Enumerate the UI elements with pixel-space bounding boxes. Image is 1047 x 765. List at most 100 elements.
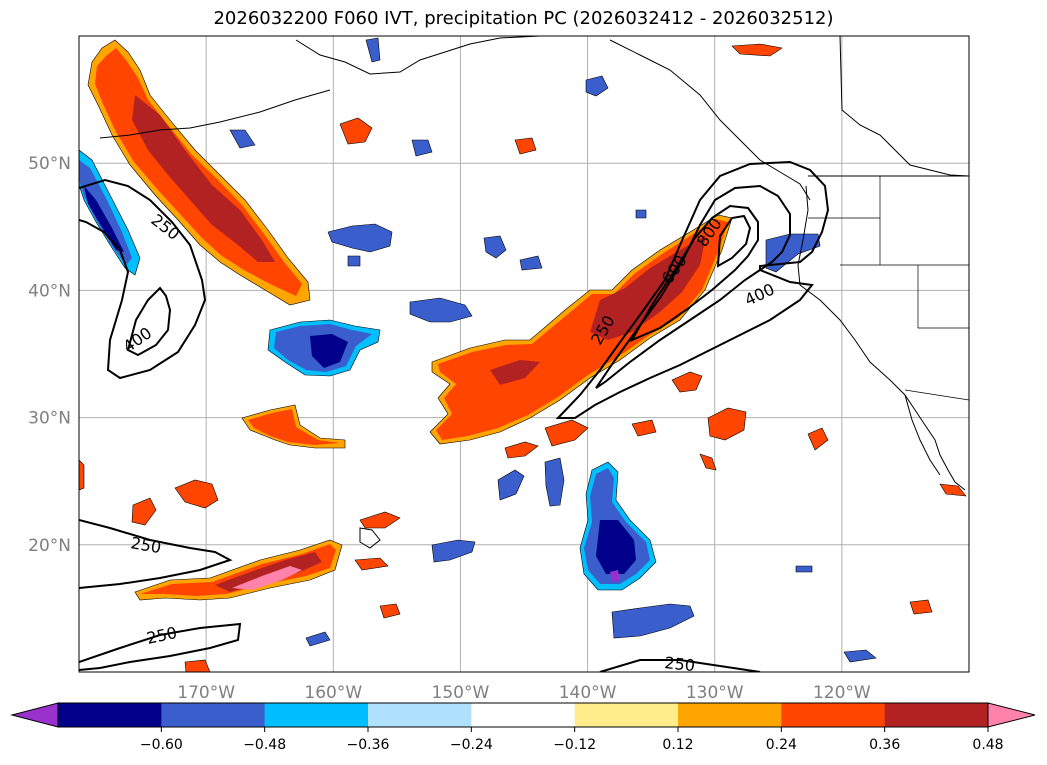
ivt-contour-250-west: [79, 178, 207, 380]
lat-tick-label: 20°N: [28, 536, 71, 556]
precip-neg-n: [229, 129, 256, 149]
coastline-bc: [609, 39, 811, 201]
precip-blob-mid-5: [671, 371, 703, 393]
colorbar-outline: [57, 702, 989, 728]
precip-neg-hawaii-east-heavy: [310, 334, 348, 368]
ivt-contour-250-south-3: [599, 659, 761, 672]
map-frame: [78, 35, 970, 673]
colorbar-tick-label: 0.12: [662, 737, 693, 753]
ivt-contour-400-west: [126, 286, 172, 357]
lon-tick-label: 140°W: [559, 683, 617, 703]
precip-neg-j: [411, 139, 433, 157]
colorbar-segment: [368, 703, 472, 727]
precip-neg-b: [409, 297, 473, 323]
ivt-contour-250-ar: [555, 160, 830, 419]
precip-neg-south-center-extreme: [610, 570, 620, 582]
ivt-contours: [79, 160, 830, 672]
precip-blob-mid-6: [544, 419, 589, 447]
coastline-alaska: [295, 36, 541, 75]
precip-neg-p: [635, 209, 647, 219]
precip-neg-f: [497, 469, 525, 501]
precip-negative-areas: [79, 37, 877, 663]
precip-blob-subtropic-south-extreme: [232, 566, 302, 590]
precip-blob-mid-10: [807, 427, 829, 451]
precip-blob-mid-1-core: [248, 409, 340, 445]
precip-positive-areas: [79, 39, 967, 672]
precip-blob-ar-band-heavy2: [490, 360, 540, 385]
ivt-contour-250-south-1: [79, 519, 233, 589]
coastline-baja: [904, 394, 941, 476]
lon-tick-label: 120°W: [813, 683, 871, 703]
precip-neg-o: [519, 255, 543, 271]
lat-tick-label: 40°N: [28, 281, 71, 301]
precip-neg-i: [585, 75, 609, 97]
precip-blob-mid-13: [909, 599, 933, 615]
colorbar-segment: [58, 703, 162, 727]
precip-neg-west-edge-core: [79, 160, 132, 265]
colorbar-segment: [884, 703, 989, 727]
coastline-us-west: [797, 185, 966, 491]
precip-blob-ar-band-heavy: [590, 235, 706, 340]
precip-blob-mid-8: [339, 117, 373, 145]
precip-neg-k: [843, 649, 877, 663]
ivt-label-250-south-3: 250: [664, 653, 696, 675]
border-states-1: [808, 176, 969, 329]
colorbar: −0.60 −0.48 −0.36 −0.24 −0.12 0.12 0.24 0.36 0.4…: [10, 702, 1036, 753]
ivt-contour-600-ar: [629, 204, 759, 343]
colorbar-extend-max: [987, 702, 1036, 728]
precip-neg-r: [795, 565, 813, 573]
lat-tick-label: 30°N: [28, 409, 71, 429]
border-mexico: [904, 389, 969, 401]
ivt-contour-800-ar: [716, 214, 752, 268]
lon-tick-label: 160°W: [304, 683, 362, 703]
lon-tick-label: 130°W: [686, 683, 744, 703]
precip-blob-mid-7: [504, 441, 539, 459]
precip-blob-mid-15: [731, 43, 783, 57]
colorbar-tick-label: 0.24: [766, 737, 797, 753]
precip-blob-nw-heavy: [132, 95, 275, 262]
ivt-contour-400-ar: [595, 184, 791, 389]
colorbar-segment: [161, 703, 266, 727]
precip-blob-mid-2: [174, 479, 219, 509]
precip-blob-mid-12: [379, 603, 401, 619]
coastline-canada-inland: [839, 36, 969, 177]
colorbar-segment: [471, 703, 576, 727]
precip-neg-l: [305, 631, 331, 647]
coastlines: [99, 36, 969, 549]
precip-blob-mid-16: [184, 659, 211, 672]
precip-neg-q: [347, 255, 361, 267]
colorbar-tick-label: −0.48: [243, 737, 286, 753]
lon-tick-label: 150°W: [432, 683, 490, 703]
island-hawaii: [359, 527, 381, 549]
colorbar-tick-label: −0.24: [450, 737, 493, 753]
map-title: 2026032200 F060 IVT, precipitation PC (2…: [213, 8, 834, 29]
colorbar-segment: [781, 703, 886, 727]
colorbar-tick-label: −0.60: [140, 737, 183, 753]
colorbar-segment: [574, 703, 679, 727]
precip-blob-mid-3: [131, 497, 157, 526]
precip-blob-mid-11: [359, 511, 401, 529]
precip-blob-mid-4: [707, 407, 747, 441]
precip-blob-mid-17: [354, 557, 389, 571]
precip-blob-mid-18: [79, 459, 85, 491]
precip-neg-south-center-heavy: [596, 520, 636, 574]
precip-blob-mid-19: [699, 453, 717, 471]
colorbar-segment: [264, 703, 369, 727]
colorbar-tick-label: 0.36: [869, 737, 900, 753]
precip-neg-g: [765, 233, 821, 273]
ivt-contour-250-south-2: [79, 622, 242, 671]
precip-neg-h: [483, 235, 507, 259]
precip-neg-west-edge-heavy: [84, 186, 124, 252]
lat-tick-label: 50°N: [28, 154, 71, 174]
precip-blob-mid-20: [939, 483, 967, 497]
precip-neg-a: [327, 223, 393, 253]
precip-neg-m: [365, 37, 381, 63]
precip-neg-d: [431, 539, 476, 563]
colorbar-extend-min: [10, 702, 59, 728]
lon-tick-labels: 170°W 160°W 150°W 140°W 130°W 120°W: [177, 683, 871, 703]
precip-blob-subtropic-south-heavy: [215, 552, 322, 592]
colorbar-tick-label: −0.12: [553, 737, 596, 753]
lat-tick-labels: 50°N 40°N 30°N 20°N: [28, 154, 71, 556]
coastline-aleutians: [99, 89, 331, 139]
precip-neg-c: [611, 603, 695, 639]
